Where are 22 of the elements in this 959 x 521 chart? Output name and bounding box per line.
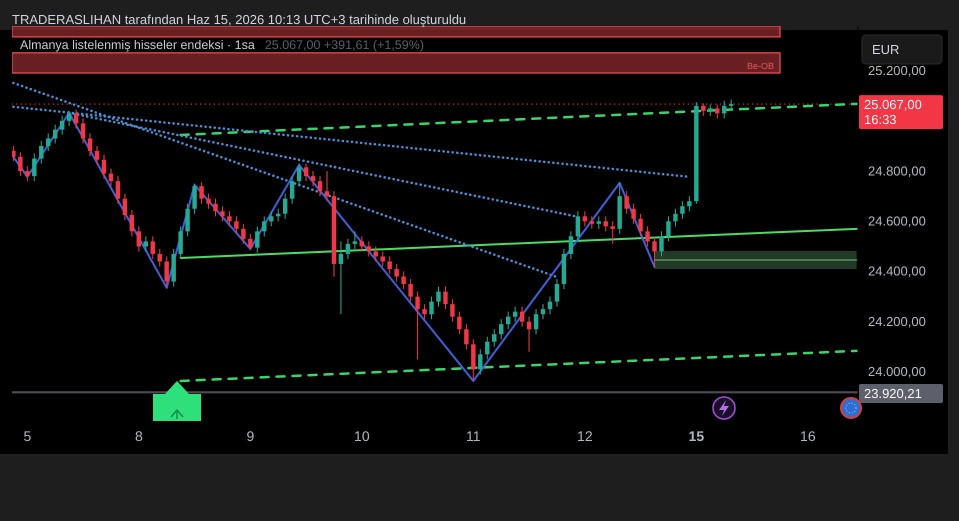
- y-tick-label: 24.200,00: [868, 314, 926, 329]
- x-tick-label: 9: [246, 428, 254, 444]
- annotation: TRADERASLIHAN tarafından Haz 15, 2026 10:13 UTC+3 tarihinde oluşturuldu: [12, 12, 466, 27]
- x-tick-label: 16: [800, 428, 816, 444]
- ref-line-label: 25.067,00: [864, 97, 922, 112]
- text: EUR: [872, 42, 900, 57]
- x-tick-label: 15: [688, 428, 704, 444]
- x-tick-label: 11: [466, 428, 481, 444]
- y-tick-label: 24.400,00: [868, 264, 926, 279]
- x-tick-label: 12: [577, 428, 593, 444]
- band-label: Be-OB: [746, 60, 774, 71]
- y-tick-label: 24.600,00: [868, 213, 926, 228]
- text: 16:33: [864, 112, 897, 128]
- y-tick-label: 25.200,00: [868, 62, 926, 78]
- x-tick-label: 8: [134, 428, 143, 444]
- text: 25.067,00 +391,61 (+1,59%): [264, 38, 424, 52]
- y-tick-label: 24.800,00: [868, 163, 926, 178]
- text: Almanya listelenmiş hisseler endeksi · 1sa: [20, 38, 255, 52]
- y-tick-label: 24.000,00: [868, 364, 926, 380]
- ref-line-label: 23.920,21: [864, 386, 922, 401]
- x-tick-label: 10: [354, 428, 370, 444]
- x-tick-label: 5: [23, 428, 32, 444]
